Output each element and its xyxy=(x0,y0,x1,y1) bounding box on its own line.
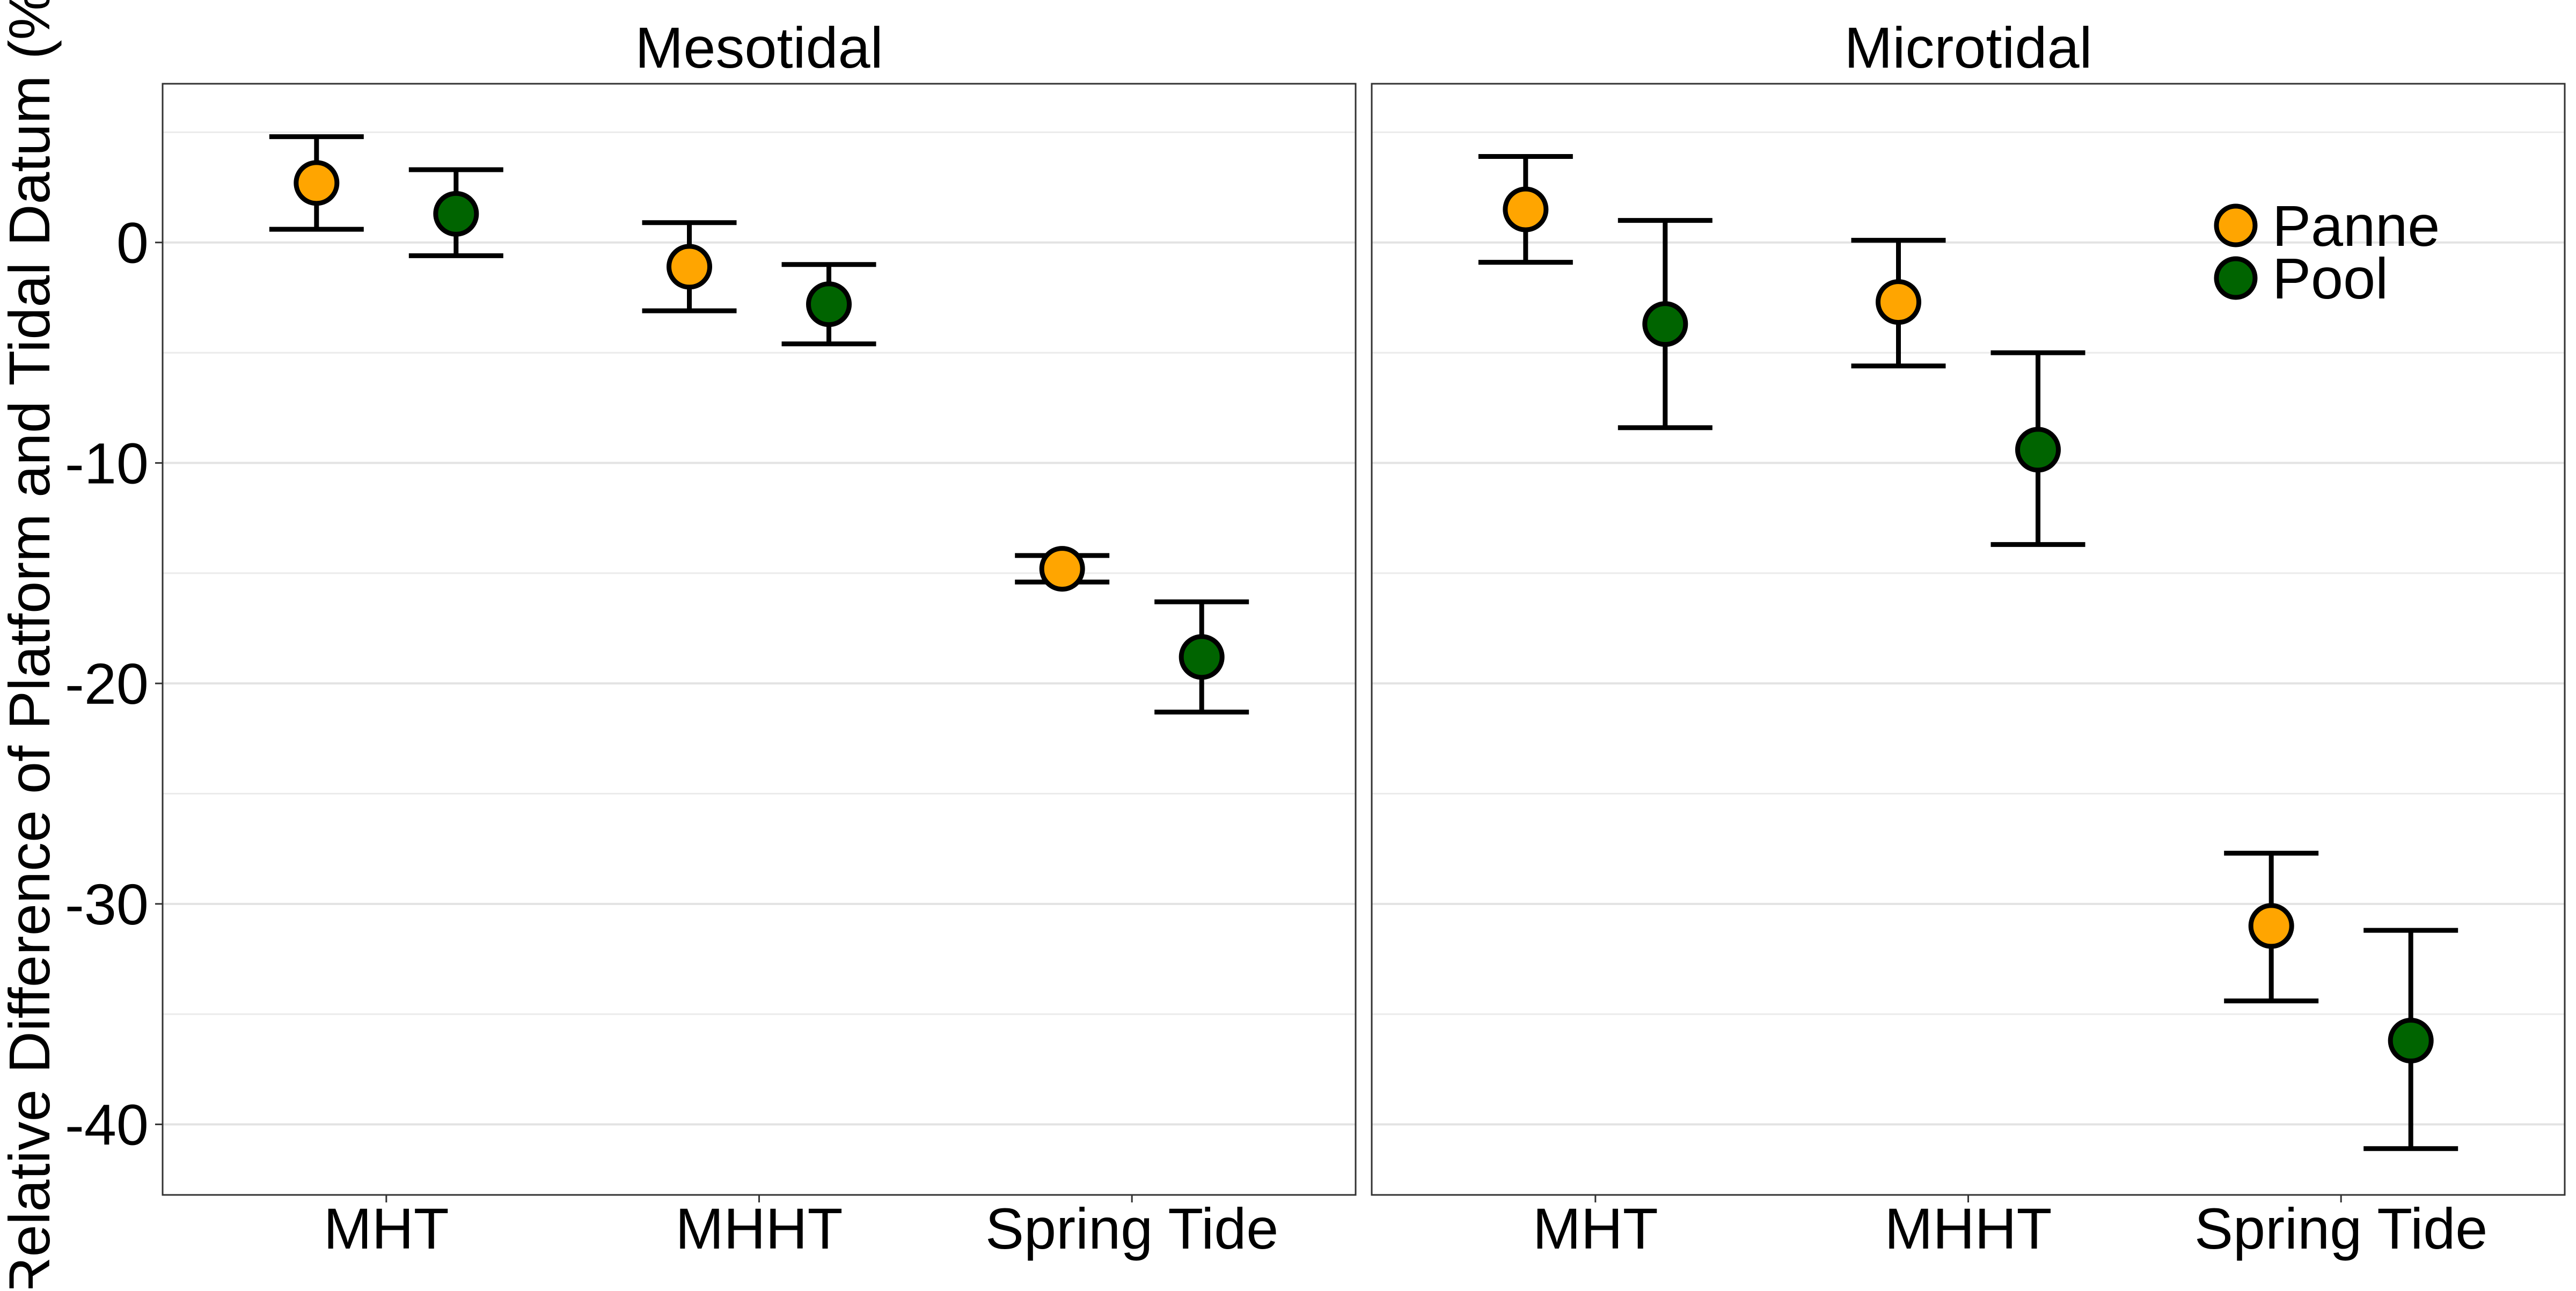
legend-key-panne xyxy=(2214,203,2258,247)
panel-frame xyxy=(162,83,1357,1196)
data-point-pool xyxy=(1179,634,1225,680)
data-point-panne xyxy=(1876,279,1921,325)
x-tick-label: MHHT xyxy=(676,1196,843,1261)
x-tick-label: Spring Tide xyxy=(2194,1196,2487,1261)
data-point-panne xyxy=(2248,903,2294,949)
data-point-panne xyxy=(1039,546,1085,592)
y-tick-label: -40 xyxy=(65,1092,149,1157)
y-tick-label: 0 xyxy=(116,210,149,275)
legend-label-panne: Panne xyxy=(2272,193,2440,258)
x-tick-label: Spring Tide xyxy=(985,1196,1278,1261)
data-point-panne xyxy=(1503,186,1549,232)
legend-key-pool xyxy=(2214,256,2258,300)
legend-label-pool: Pool xyxy=(2272,246,2388,311)
data-point-pool xyxy=(2388,1018,2434,1063)
data-point-pool xyxy=(806,281,852,327)
data-point-panne xyxy=(667,244,712,290)
x-tick-label: MHT xyxy=(324,1196,449,1261)
y-tick-label: -30 xyxy=(65,872,149,937)
panel-title: Microtidal xyxy=(1844,15,2092,80)
data-point-panne xyxy=(294,160,340,206)
axes-layer: Mesotidal MHT MHHT Spring Tide Microtidal MHT… xyxy=(0,0,2487,1291)
x-tick-label: MHHT xyxy=(1885,1196,2052,1261)
data-point-pool xyxy=(433,191,479,237)
x-tick-label: MHT xyxy=(1533,1196,1658,1261)
data-point-pool xyxy=(2015,427,2061,473)
data-point-pool xyxy=(1642,301,1688,347)
y-tick-label: -20 xyxy=(65,651,149,716)
y-axis-title: Relative Difference of Platform and Tida… xyxy=(0,0,62,1288)
frame-layer xyxy=(162,83,2566,1196)
panel-title: Mesotidal xyxy=(635,15,883,80)
y-tick-label: -10 xyxy=(65,431,149,495)
grid-layer xyxy=(163,131,2565,1126)
marks-layer xyxy=(269,134,2458,1151)
